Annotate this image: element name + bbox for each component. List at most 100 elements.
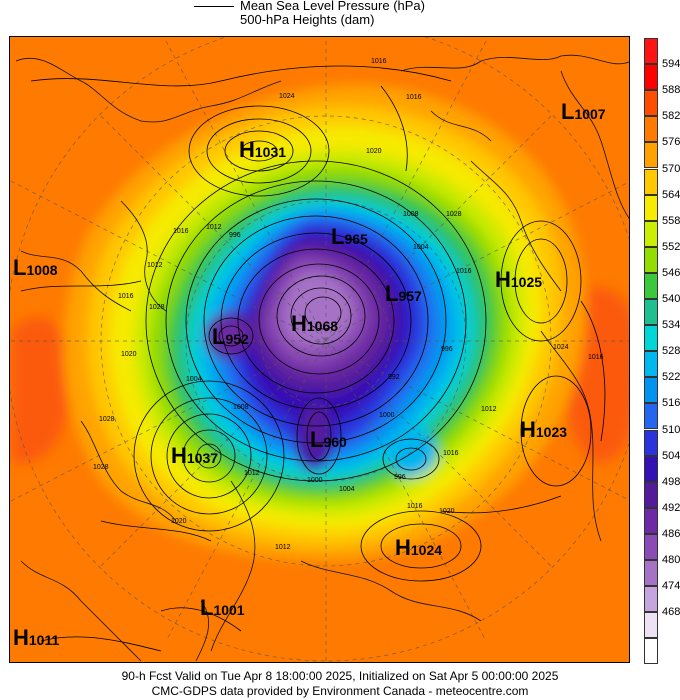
isobars [20,65,606,652]
contour-label: 1016 [371,58,387,65]
colorbar-label: 588 [662,84,680,97]
colorbar-cell [644,38,658,65]
contour-label: 996 [394,474,406,481]
map-svg: 1016 1024 1016 1020 1008 1028 1016 1012 … [10,37,629,662]
colorbar-cell [644,168,658,195]
high-pressure-marker: H1023 [520,417,568,442]
colorbar-label: 492 [662,501,680,514]
colorbar-cell [644,194,658,221]
contour-label: 1012 [275,544,291,551]
colorbar-label: 534 [662,319,680,332]
contour-label: 1012 [206,224,222,231]
band-588-patch-west [11,317,71,463]
contour-label: 1028 [99,416,115,423]
heights-legend-label: 500-hPa Heights (dam) [240,12,375,27]
contour-label: 1012 [481,406,497,413]
colorbar-label: 564 [662,188,680,201]
data-source-caption: CMC-GDPS data provided by Environment Ca… [151,684,529,698]
colorbar-cell [644,560,658,587]
colorbar-cell [644,507,658,534]
mslp-legend-label: Mean Sea Level Pressure (hPa) [240,0,425,13]
mslp-legend-line [194,6,234,7]
colorbar-label: 528 [662,345,680,358]
colorbar-cell [644,220,658,247]
colorbar-label: 480 [662,554,680,566]
colorbar-cell [644,90,658,117]
colorbar-label: 576 [662,136,680,149]
contour-label: 1004 [413,244,429,251]
colorbar-label: 570 [662,162,680,175]
contour-label: 1016 [588,354,604,361]
colorbar-cell [644,429,658,456]
contour-label: 1016 [443,450,459,457]
colorbar-cell [644,455,658,482]
colorbar-label: 546 [662,266,680,279]
colorbar-cell [644,533,658,560]
low-pressure-marker: L1007 [561,99,606,124]
low-pressure-marker: L1001 [200,595,245,620]
colorbar-label: 498 [662,475,680,488]
low-pressure-marker: L960 [310,427,347,452]
colorbar-label: 510 [662,423,680,436]
contour-label: 1000 [379,412,395,419]
low-pressure-marker: L957 [385,281,422,306]
colorbar-cell [644,612,658,639]
colorbar-label: 594 [662,58,680,71]
contour-label: 1020 [171,518,187,525]
contour-label: 1016 [406,94,422,101]
contour-label: 1028 [149,304,165,311]
high-pressure-marker: H1031 [239,137,287,162]
colorbar-label: 468 [662,606,680,619]
lobe-498 [301,403,330,459]
contour-label: 1024 [553,344,569,351]
colorbar-cell [644,246,658,273]
colorbar-label: 558 [662,214,680,227]
contour-label: 1020 [439,508,455,515]
contour-label: 1028 [446,211,462,218]
high-pressure-marker: H1025 [495,267,543,292]
contour-label: 1028 [93,464,109,471]
colorbar-cell [644,377,658,404]
contour-label: 1016 [173,228,189,235]
forecast-valid-caption: 90-h Fcst Valid on Tue Apr 8 18:00:00 20… [121,669,559,683]
coastlines [15,54,629,662]
colorbar-label: 486 [662,527,680,540]
colorbar-label: 504 [662,449,680,462]
colorbar-label: 474 [662,580,680,593]
contour-label: 1020 [366,148,382,155]
high-pressure-marker: H1068 [291,311,339,336]
colorbar-cell [644,116,658,143]
contour-label: 1012 [244,470,260,477]
contour-label: 1000 [307,477,323,484]
colorbar-label: 516 [662,397,680,410]
contour-label: 996 [441,346,453,353]
contour-label: 1004 [186,376,202,383]
colorbar-cell [644,325,658,352]
low-pressure-marker: L952 [212,324,249,349]
low-pressure-marker: L1008 [13,255,58,280]
band-480 [283,272,355,347]
colorbar-cell [644,64,658,91]
high-pressure-marker: H1037 [171,443,219,468]
colorbar-cell [644,586,658,613]
contour-label: 1004 [339,486,355,493]
contour-label: 1012 [147,262,163,269]
contour-labels: 1016 1024 1016 1020 1008 1028 1016 1012 … [93,58,604,551]
forecast-map: 1016 1024 1016 1020 1008 1028 1016 1012 … [9,36,630,663]
high-pressure-marker: H1024 [395,535,443,560]
contour-label: 992 [388,374,400,381]
contour-label: 1016 [407,503,423,510]
contour-label: 1016 [118,293,134,300]
graticule [10,37,629,662]
colorbar-cell [644,403,658,430]
contour-label: 1008 [233,404,249,411]
contour-label: 1016 [456,268,472,275]
contour-label: 1008 [403,211,419,218]
contour-label: 996 [229,232,241,239]
colorbar-cell [644,351,658,378]
colorbar-label: 582 [662,110,680,123]
colorbar-cell [644,481,658,508]
colorbar-cell [644,299,658,326]
low-pressure-marker: L965 [331,224,368,249]
contour-label: 1020 [121,351,137,358]
